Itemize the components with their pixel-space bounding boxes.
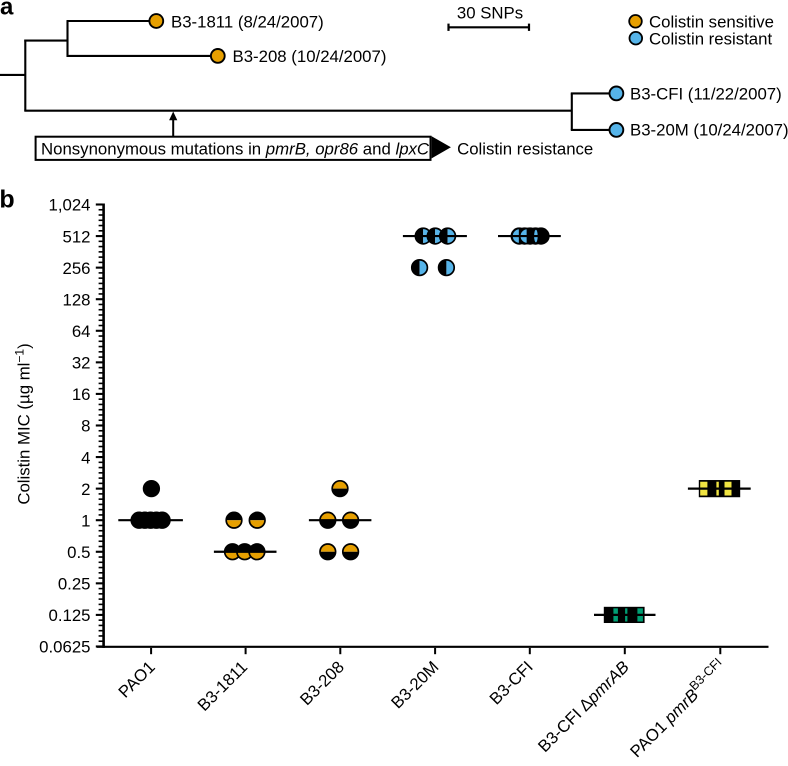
svg-text:Nonsynonymous mutations in pmr: Nonsynonymous mutations in pmrB, opr86 a… <box>41 139 430 158</box>
svg-text:B3-1811 (8/24/2007): B3-1811 (8/24/2007) <box>171 12 324 31</box>
svg-text:b: b <box>0 186 15 214</box>
svg-text:Colistin sensitive: Colistin sensitive <box>649 13 774 32</box>
svg-text:256: 256 <box>63 259 91 278</box>
svg-text:512: 512 <box>63 227 91 246</box>
svg-text:16: 16 <box>72 385 91 404</box>
svg-text:Colistin MIC (µg ml−1): Colistin MIC (µg ml−1) <box>13 343 34 504</box>
svg-text:4: 4 <box>81 448 90 467</box>
svg-text:64: 64 <box>72 322 91 341</box>
svg-text:32: 32 <box>72 354 91 373</box>
svg-text:a: a <box>0 0 14 21</box>
svg-text:B3-208 (10/24/2007): B3-208 (10/24/2007) <box>233 47 387 66</box>
svg-text:8: 8 <box>81 417 90 436</box>
svg-text:30 SNPs: 30 SNPs <box>457 3 523 22</box>
svg-text:0.125: 0.125 <box>49 606 91 625</box>
svg-text:2: 2 <box>81 480 90 499</box>
svg-text:128: 128 <box>63 290 91 309</box>
svg-text:1,024: 1,024 <box>49 196 91 215</box>
svg-text:Colistin resistance: Colistin resistance <box>457 139 593 158</box>
svg-text:B3-20M (10/24/2007): B3-20M (10/24/2007) <box>630 120 788 139</box>
svg-text:Colistin resistant: Colistin resistant <box>649 29 772 48</box>
svg-text:1: 1 <box>81 511 90 530</box>
svg-text:0.25: 0.25 <box>58 575 91 594</box>
svg-text:0.5: 0.5 <box>67 543 90 562</box>
svg-text:0.0625: 0.0625 <box>39 638 90 657</box>
svg-text:B3-CFI (11/22/2007): B3-CFI (11/22/2007) <box>630 84 782 103</box>
